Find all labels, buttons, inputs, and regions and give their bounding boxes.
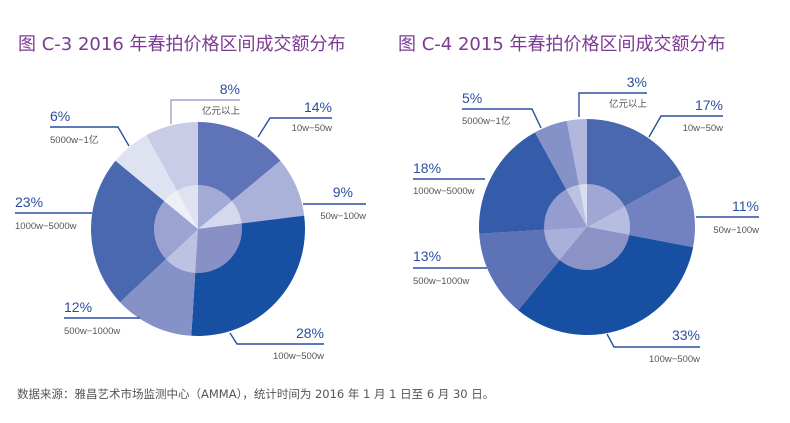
data-label-percent: 3% [627,74,647,90]
pie-slice-inner-0 [198,185,232,229]
pie-slice-inner-3 [165,229,198,273]
pie-slice-inner-5 [566,184,587,227]
data-label-category: 1000w−5000w [413,186,475,197]
leader-line [462,108,542,129]
data-label-percent: 33% [672,327,700,343]
data-label-percent: 6% [50,108,70,124]
leader-line [229,332,324,345]
data-label-percent: 8% [220,81,240,97]
data-label-percent: 23% [15,194,43,210]
data-label-percent: 18% [413,160,441,176]
data-label-percent: 14% [304,99,332,115]
pie-2015 [479,119,695,336]
data-label-category: 亿元以上 [202,105,241,117]
pie-labels: 14% 10w−50w 9% 50w−100w 28% 100w−500w 12% 500w−… [15,74,759,365]
data-label-category: 500w−1000w [413,276,469,287]
data-label-category: 5000w−1亿 [50,134,98,146]
pie-2016 [91,122,305,336]
data-label-category: 10w−50w [683,123,724,134]
data-label-category: 1000w−5000w [15,221,77,232]
data-label-category: 100w−500w [649,354,700,365]
data-label-category: 50w−100w [320,211,366,222]
pie-slice-inner-0 [587,184,625,227]
leader-line [606,333,700,348]
data-label-percent: 13% [413,248,441,264]
data-label-category: 10w−50w [292,123,333,134]
data-source-note: 数据来源：雅昌艺术市场监测中心（AMMA），统计时间为 2016 年 1 月 1… [17,387,495,401]
data-label-category: 500w−1000w [64,326,120,337]
pie-slice-inner-2 [195,223,242,273]
data-label-percent: 11% [732,198,759,214]
pie-slice-outer-4 [91,160,198,303]
pie-slice-inner-4 [154,200,198,260]
pie-slice-inner-2 [559,227,630,270]
leader-line [170,99,240,124]
pie-slice-inner-1 [198,200,242,229]
data-label-percent: 17% [695,97,723,113]
data-label-percent: 28% [296,325,324,341]
pie-slice-inner-6 [176,185,198,229]
data-label-category: 50w−100w [713,225,759,236]
data-label-percent: 5% [462,90,482,106]
pie-slice-inner-6 [578,184,587,227]
leader-line [257,117,332,138]
data-label-category: 100w−500w [273,351,324,362]
leader-line [578,92,647,117]
leader-line [648,115,723,138]
data-label-category: 亿元以上 [609,98,648,110]
data-label-category: 5000w−1亿 [462,115,510,127]
data-label-percent: 9% [333,184,353,200]
data-label-percent: 12% [64,299,92,315]
chart-title-2016: 图 C-3 2016 年春拍价格区间成交额分布 [18,34,346,55]
pie-slice-inner-5 [164,190,198,229]
leader-line [50,126,130,147]
pie-slice-inner-1 [587,206,630,236]
pie-slice-inner-4 [543,189,587,230]
pie-slice-inner-3 [544,227,587,261]
chart-title-2015: 图 C-4 2015 年春拍价格区间成交额分布 [398,34,726,55]
pie-slice-outer-2 [518,227,694,336]
